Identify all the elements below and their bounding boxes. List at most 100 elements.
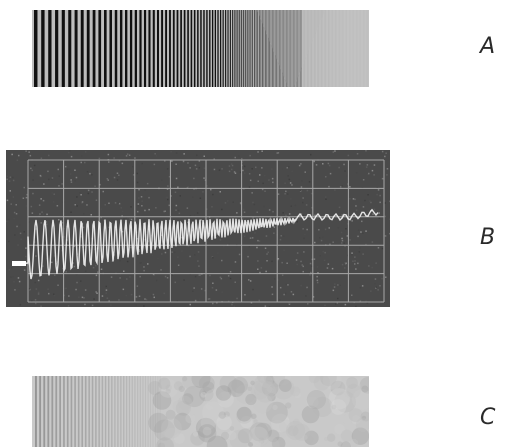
- scope-noise: [91, 174, 93, 176]
- grating-c-mottle: [216, 414, 232, 431]
- scope-noise: [10, 276, 12, 278]
- scope-noise: [377, 289, 379, 291]
- scope-noise: [378, 217, 381, 219]
- grating-a-bar: [260, 10, 262, 87]
- scope-noise: [229, 271, 232, 273]
- grating-c-mottle: [260, 436, 280, 447]
- grating-c-mottle: [158, 377, 171, 390]
- scope-noise: [143, 269, 145, 272]
- scope-noise: [207, 298, 210, 300]
- scope-noise: [302, 265, 304, 268]
- grating-c-mottle: [259, 376, 273, 388]
- scope-noise: [121, 162, 124, 165]
- scope-noise: [73, 245, 76, 247]
- scope-noise: [211, 206, 213, 208]
- scope-noise: [161, 253, 163, 255]
- grating-c-mottle: [253, 419, 258, 424]
- scope-noise: [300, 284, 302, 287]
- grating-c-mottle: [351, 414, 361, 425]
- scope-noise: [152, 293, 155, 296]
- scope-noise: [178, 212, 181, 215]
- scope-noise: [243, 172, 246, 174]
- scope-noise: [277, 258, 280, 260]
- grating-c-mottle: [153, 419, 175, 441]
- scope-noise: [166, 277, 169, 279]
- grating-c-mottle: [302, 434, 308, 441]
- grating-c-mottle: [285, 402, 292, 409]
- scope-noise: [72, 262, 74, 264]
- scope-noise: [243, 208, 245, 211]
- scope-noise: [86, 204, 88, 206]
- grating-a-bar: [295, 10, 297, 87]
- scope-noise: [57, 284, 59, 286]
- grating-c-mottle: [152, 391, 172, 410]
- scope-noise: [248, 279, 250, 281]
- scope-noise: [25, 150, 27, 152]
- scope-noise: [126, 230, 129, 232]
- scope-noise: [147, 240, 150, 243]
- grating-a-bar: [172, 10, 175, 87]
- scope-noise: [25, 247, 27, 249]
- grating-c-mottle: [231, 376, 248, 394]
- grating-c-bar: [157, 376, 159, 447]
- grating-c-bar: [47, 376, 50, 447]
- scope-noise: [40, 305, 42, 307]
- scope-noise: [301, 180, 303, 182]
- scope-noise: [53, 257, 56, 259]
- grating-a-bar: [152, 10, 155, 87]
- scope-noise: [357, 229, 360, 231]
- scope-noise: [28, 288, 30, 290]
- scope-noise: [384, 202, 386, 204]
- scope-noise: [250, 303, 253, 305]
- grating-a-bar: [274, 10, 276, 87]
- grating-c-mottle: [205, 389, 223, 407]
- grating-a-bar: [270, 10, 272, 87]
- scope-noise: [361, 220, 363, 223]
- panel-a-grating-image: [32, 10, 369, 87]
- grating-c-bar: [128, 376, 131, 447]
- scope-noise: [337, 227, 340, 229]
- grating-c-mottle: [331, 404, 337, 410]
- grating-a-bar: [190, 10, 193, 87]
- scope-noise: [290, 198, 292, 200]
- scope-noise: [114, 202, 117, 204]
- scope-noise: [48, 178, 50, 181]
- scope-noise: [325, 176, 327, 178]
- oscilloscope-trace: [6, 150, 390, 307]
- scope-noise: [95, 291, 97, 293]
- scope-noise: [195, 168, 198, 170]
- grating-a-bar: [187, 10, 189, 87]
- grating-a-bar: [114, 10, 118, 87]
- scope-noise: [193, 287, 195, 289]
- scope-noise: [171, 251, 173, 253]
- scope-noise: [225, 276, 227, 278]
- scope-noise: [58, 219, 60, 221]
- scope-noise: [26, 163, 28, 166]
- scope-noise: [288, 178, 291, 181]
- scope-noise: [110, 304, 112, 306]
- grating-a-bar: [300, 10, 301, 87]
- scope-noise: [370, 288, 372, 291]
- scope-noise: [137, 203, 140, 205]
- scope-noise: [264, 174, 266, 177]
- scope-noise: [308, 181, 311, 183]
- scope-noise: [182, 160, 185, 163]
- scope-noise: [265, 235, 268, 237]
- grating-c-mottle: [355, 417, 369, 432]
- scope-noise: [316, 281, 319, 284]
- scope-noise: [140, 196, 143, 198]
- scope-noise: [8, 269, 11, 271]
- scope-noise: [279, 238, 282, 241]
- grating-c-mottle: [182, 376, 188, 382]
- grating-a-bar: [262, 10, 263, 87]
- scope-noise: [6, 175, 9, 178]
- scope-noise: [300, 186, 303, 188]
- scope-noise: [257, 180, 259, 182]
- scope-noise: [28, 151, 30, 153]
- scope-noise: [167, 236, 169, 238]
- scope-noise: [255, 166, 257, 169]
- scope-noise: [261, 150, 263, 152]
- scope-noise: [130, 246, 132, 249]
- grating-a-bar: [125, 10, 128, 87]
- scope-noise: [352, 260, 354, 262]
